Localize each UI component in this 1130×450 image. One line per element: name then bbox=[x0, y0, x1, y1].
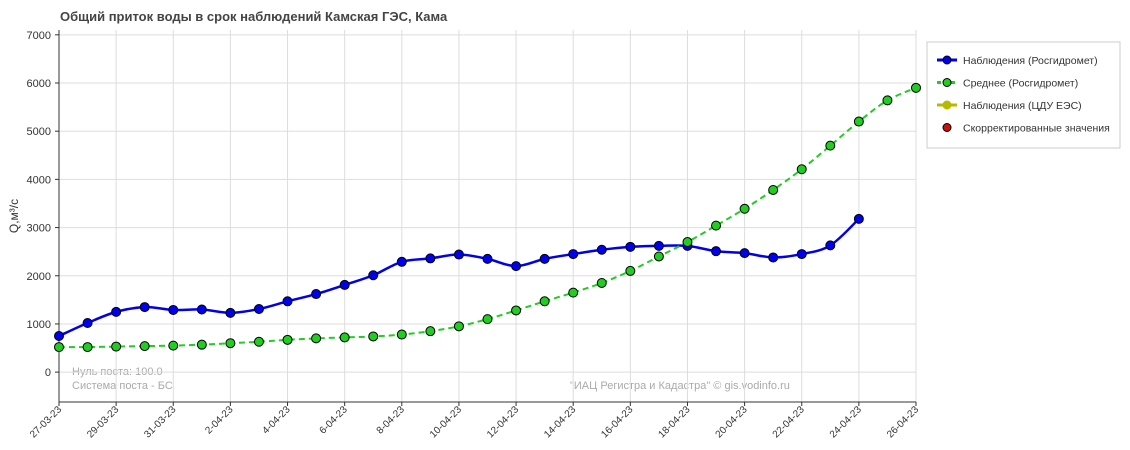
x-tick-label: 12-04-23 bbox=[485, 404, 521, 440]
y-axis-label: Q,м³/с bbox=[7, 199, 21, 233]
data-point bbox=[453, 321, 464, 332]
legend-box bbox=[926, 41, 1121, 149]
y-tick-label: 0 bbox=[45, 367, 51, 379]
data-point bbox=[396, 256, 407, 267]
y-tick-label: 1000 bbox=[27, 319, 51, 331]
data-point bbox=[253, 336, 264, 347]
data-point bbox=[282, 296, 293, 307]
annotation: "ИАЦ Регистра и Кадастра" © gis.vodinfo.… bbox=[570, 380, 790, 392]
y-tick-label: 4000 bbox=[27, 174, 51, 186]
data-point bbox=[796, 164, 807, 175]
data-point bbox=[596, 244, 607, 255]
data-point bbox=[596, 277, 607, 288]
y-tick-label: 2000 bbox=[27, 271, 51, 283]
data-point bbox=[625, 265, 636, 276]
data-point bbox=[796, 249, 807, 260]
data-point bbox=[225, 338, 236, 349]
legend-marker bbox=[942, 78, 952, 87]
data-point bbox=[425, 326, 436, 337]
data-point bbox=[339, 332, 350, 343]
data-point bbox=[768, 184, 779, 195]
data-point bbox=[625, 241, 636, 252]
annotation: Система поста - БС bbox=[72, 380, 173, 392]
x-tick-label: 24-04-23 bbox=[828, 404, 864, 440]
legend-label: Среднее (Росгидромет) bbox=[963, 78, 1078, 90]
data-point bbox=[368, 331, 379, 342]
x-tick-label: 27-03-23 bbox=[28, 404, 64, 440]
legend-label: Наблюдения (Росгидромет) bbox=[963, 55, 1098, 67]
data-point bbox=[311, 289, 322, 300]
data-point bbox=[139, 302, 150, 313]
data-point bbox=[568, 287, 579, 298]
data-point bbox=[453, 249, 464, 260]
data-point bbox=[711, 246, 722, 257]
data-point bbox=[911, 82, 921, 93]
data-point bbox=[54, 342, 64, 353]
data-point bbox=[511, 305, 522, 316]
y-tick-label: 6000 bbox=[27, 78, 51, 90]
data-point bbox=[511, 261, 522, 272]
data-point bbox=[682, 237, 693, 248]
data-point bbox=[568, 249, 579, 260]
data-point bbox=[396, 329, 407, 340]
chart-title: Общий приток воды в срок наблюдений Камс… bbox=[60, 9, 448, 24]
data-point bbox=[853, 213, 864, 224]
data-point bbox=[168, 340, 179, 351]
x-tick-label: 31-03-23 bbox=[142, 404, 178, 440]
data-point bbox=[482, 253, 493, 264]
x-tick-label: 6-04-23 bbox=[318, 404, 350, 436]
data-point bbox=[82, 317, 93, 328]
x-tick-label: 8-04-23 bbox=[375, 404, 407, 436]
x-tick-label: 18-04-23 bbox=[657, 404, 693, 440]
data-point bbox=[482, 314, 493, 325]
data-point bbox=[739, 203, 750, 214]
x-tick-label: 22-04-23 bbox=[771, 404, 807, 440]
x-tick-label: 16-04-23 bbox=[599, 404, 635, 440]
legend-label: Наблюдения (ЦДУ ЕЭС) bbox=[963, 100, 1082, 112]
data-point bbox=[368, 270, 379, 281]
data-point bbox=[882, 95, 893, 106]
data-point bbox=[539, 296, 550, 307]
y-tick-label: 7000 bbox=[27, 30, 51, 42]
data-point bbox=[253, 304, 264, 314]
data-point bbox=[425, 253, 436, 264]
y-tick-label: 5000 bbox=[27, 126, 51, 138]
data-point bbox=[825, 140, 836, 151]
data-point bbox=[139, 341, 150, 352]
series-line bbox=[58, 86, 917, 349]
x-tick-label: 20-04-23 bbox=[714, 404, 750, 440]
x-tick-label: 29-03-23 bbox=[85, 404, 121, 440]
data-point bbox=[168, 304, 179, 315]
data-point bbox=[825, 240, 836, 251]
x-tick-label: 4-04-23 bbox=[261, 404, 293, 436]
data-point bbox=[54, 330, 64, 341]
data-point bbox=[768, 252, 779, 263]
legend-label: Скорректированные значения bbox=[963, 123, 1110, 135]
data-point bbox=[539, 253, 550, 264]
data-point bbox=[111, 306, 122, 317]
data-point bbox=[196, 304, 207, 315]
x-tick-label: 26-04-23 bbox=[885, 404, 921, 440]
data-point bbox=[339, 279, 350, 290]
x-tick-label: 10-04-23 bbox=[428, 404, 464, 440]
x-tick-label: 2-04-23 bbox=[203, 404, 235, 436]
data-point bbox=[653, 251, 664, 262]
y-tick-label: 3000 bbox=[27, 223, 51, 235]
data-point bbox=[82, 342, 93, 353]
data-point bbox=[711, 220, 722, 231]
data-point bbox=[196, 339, 207, 350]
data-point bbox=[739, 248, 750, 259]
data-point bbox=[282, 334, 293, 345]
data-point bbox=[225, 307, 236, 318]
data-point bbox=[311, 333, 322, 344]
legend-marker bbox=[942, 123, 952, 132]
legend-marker bbox=[942, 100, 952, 110]
data-point bbox=[653, 240, 664, 251]
legend-marker bbox=[942, 55, 952, 65]
data-point bbox=[111, 341, 122, 352]
x-tick-label: 14-04-23 bbox=[542, 404, 578, 440]
data-point bbox=[853, 116, 864, 127]
